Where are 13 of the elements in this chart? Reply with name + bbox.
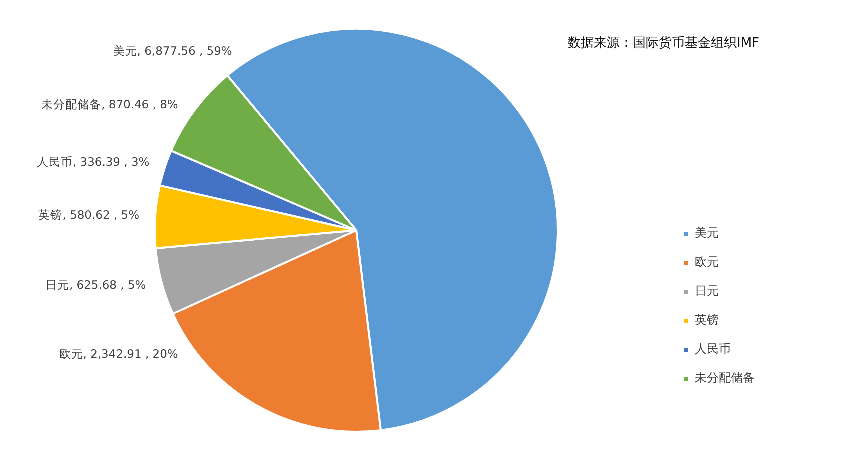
legend-label: 日元: [695, 284, 719, 298]
data-label: 日元, 625.68 , 5%: [45, 278, 146, 292]
legend-label: 未分配储备: [695, 371, 755, 386]
legend-label: 英镑: [695, 313, 719, 328]
legend-label: 人民币: [695, 342, 731, 356]
data-label: 人民币, 336.39 , 3%: [36, 155, 150, 170]
legend-label: 美元: [695, 226, 719, 240]
data-label: 未分配储备, 870.46 , 8%: [42, 98, 178, 112]
legend-label: 欧元: [695, 255, 719, 270]
data-label: 欧元, 2,342.91 , 20%: [59, 347, 178, 362]
data-label: 美元, 6,877.56 , 59%: [113, 44, 232, 58]
data-label: 英镑, 580.62 , 5%: [38, 208, 140, 222]
source-note: 数据来源：国际货币基金组织IMF: [568, 35, 760, 52]
